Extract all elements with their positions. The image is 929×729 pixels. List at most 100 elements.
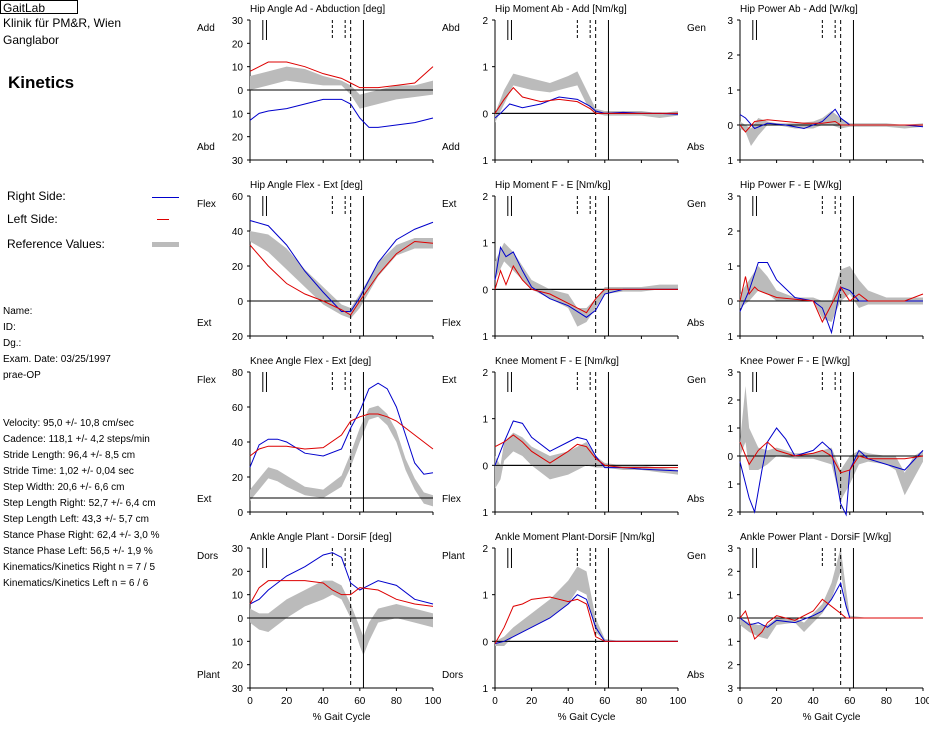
y-tick-label: 0 — [237, 614, 243, 625]
plot-title: Knee Power F - E [W/kg] — [740, 356, 850, 367]
right-series-line — [249, 382, 434, 475]
y-label-bottom: Plant — [197, 670, 220, 681]
y-tick-label: 20 — [232, 661, 244, 672]
y-tick-label: 2 — [727, 227, 733, 238]
y-tick-label: 1 — [482, 591, 488, 602]
patient-id: ID: — [3, 322, 16, 333]
y-tick-label: 2 — [727, 508, 733, 519]
plot-title: Knee Angle Flex - Ext [deg] — [250, 356, 371, 367]
y-tick-label: 0 — [237, 508, 243, 519]
left-series-line — [739, 276, 924, 324]
y-label-bottom: Abd — [197, 142, 215, 153]
right-series-line — [249, 220, 434, 312]
x-tick-label: 60 — [599, 696, 611, 707]
y-tick-label: 30 — [232, 156, 244, 167]
x-tick-label: 0 — [247, 696, 253, 707]
legend-reference-swatch — [152, 242, 179, 247]
y-tick-label: 10 — [232, 63, 244, 74]
y-tick-label: 2 — [727, 396, 733, 407]
reference-band — [740, 266, 923, 322]
y-tick-label: 20 — [232, 473, 244, 484]
y-tick-label: 3 — [727, 684, 733, 695]
plot-12: Ankle Power Plant - DorsiF [W/kg] Gen Abs 3… — [687, 532, 929, 723]
y-label-bottom: Ext — [197, 494, 212, 505]
y-label-top: Ext — [442, 199, 457, 210]
y-tick-label: 1 — [727, 262, 733, 273]
x-tick-label: 20 — [771, 696, 783, 707]
legend-left-label: Left Side: — [7, 212, 58, 226]
y-tick-label: 3 — [727, 16, 733, 27]
lab-name: Ganglabor — [3, 33, 60, 47]
left-series-line — [494, 434, 678, 469]
param-step-width: Step Width: 20,6 +/- 6,6 cm — [3, 482, 125, 493]
y-tick-label: 0 — [727, 452, 733, 463]
y-tick-label: 1 — [727, 591, 733, 602]
plot-title: Hip Power Ab - Add [W/kg] — [740, 4, 858, 15]
x-tick-label: 80 — [881, 696, 893, 707]
plot-2: Hip Moment Ab - Add [Nm/kg] Abd Add 2 1 0 1 — [442, 4, 679, 167]
y-label-top: Gen — [687, 23, 706, 34]
x-tick-label: 100 — [425, 696, 442, 707]
param-velocity: Velocity: 95,0 +/- 10,8 cm/sec — [3, 418, 134, 429]
y-tick-label: 3 — [727, 192, 733, 203]
x-tick-label: 0 — [737, 696, 743, 707]
y-label-top: Gen — [687, 199, 706, 210]
plot-3: Hip Power Ab - Add [W/kg] Gen Abs 3 2 1 0 1 — [687, 4, 924, 167]
param-step-length-right: Step Length Right: 52,7 +/- 6,4 cm — [3, 498, 156, 509]
y-tick-label: 2 — [482, 16, 488, 27]
left-series-line — [494, 264, 678, 314]
y-tick-label: 3 — [727, 368, 733, 379]
right-series-line — [739, 427, 924, 517]
reference-band — [250, 231, 433, 319]
param-cadence: Cadence: 118,1 +/- 4,2 steps/min — [3, 434, 150, 445]
reference-band — [250, 66, 433, 109]
y-label-top: Add — [197, 23, 215, 34]
y-tick-label: 0 — [482, 109, 488, 120]
y-tick-label: 2 — [727, 661, 733, 672]
legend-left-swatch — [157, 219, 169, 220]
y-tick-label: 20 — [232, 332, 244, 343]
plot-title: Hip Angle Flex - Ext [deg] — [250, 180, 363, 191]
x-axis-label: % Gait Cycle — [803, 712, 861, 723]
y-tick-label: 60 — [232, 192, 244, 203]
plot-5: Hip Moment F - E [Nm/kg] Ext Flex 2 1 0 1 — [442, 180, 679, 343]
plot-8: Knee Moment F - E [Nm/kg] Ext Flex 2 1 0 1 — [442, 356, 679, 519]
y-tick-label: 1 — [482, 508, 488, 519]
right-series-line — [494, 420, 679, 472]
plot-11: Ankle Moment Plant-DorsiF [Nm/kg] Plant Do… — [442, 532, 687, 723]
plot-title: Hip Power F - E [W/kg] — [740, 180, 842, 191]
y-tick-label: 1 — [727, 86, 733, 97]
y-label-top: Flex — [197, 375, 216, 386]
y-tick-label: 20 — [232, 133, 244, 144]
y-label-top: Plant — [442, 551, 465, 562]
exam-date: Exam. Date: 03/25/1997 — [3, 354, 111, 365]
param-step-length-left: Step Length Left: 43,3 +/- 5,7 cm — [3, 514, 149, 525]
y-tick-label: 1 — [727, 156, 733, 167]
y-tick-label: 40 — [232, 227, 244, 238]
left-series-line — [494, 86, 678, 114]
y-tick-label: 1 — [482, 156, 488, 167]
y-label-bottom: Ext — [197, 318, 212, 329]
y-label-bottom: Flex — [442, 318, 461, 329]
y-tick-label: 1 — [482, 332, 488, 343]
y-tick-label: 10 — [232, 637, 244, 648]
y-tick-label: 0 — [237, 86, 243, 97]
x-tick-label: 100 — [670, 696, 687, 707]
plot-1: Hip Angle Ad - Abduction [deg] Add Abd 30 20… — [197, 4, 434, 167]
app-title: GaitLab — [0, 0, 78, 15]
exam-status: prae-OP — [3, 370, 41, 381]
right-series-line — [494, 245, 678, 318]
plot-7: Knee Angle Flex - Ext [deg] Flex Ext 80 60 40… — [197, 356, 434, 519]
reference-band — [495, 566, 678, 646]
y-tick-label: 1 — [482, 415, 488, 426]
reference-band — [740, 548, 923, 639]
x-axis-label: % Gait Cycle — [558, 712, 616, 723]
x-tick-label: 20 — [281, 696, 293, 707]
y-tick-label: 20 — [232, 39, 244, 50]
plot-title: Hip Moment Ab - Add [Nm/kg] — [495, 4, 627, 15]
y-tick-label: 1 — [482, 684, 488, 695]
param-n-right: Kinematics/Kinetics Right n = 7 / 5 — [3, 562, 156, 573]
y-tick-label: 0 — [482, 637, 488, 648]
x-tick-label: 40 — [563, 696, 575, 707]
reference-band — [250, 580, 433, 656]
